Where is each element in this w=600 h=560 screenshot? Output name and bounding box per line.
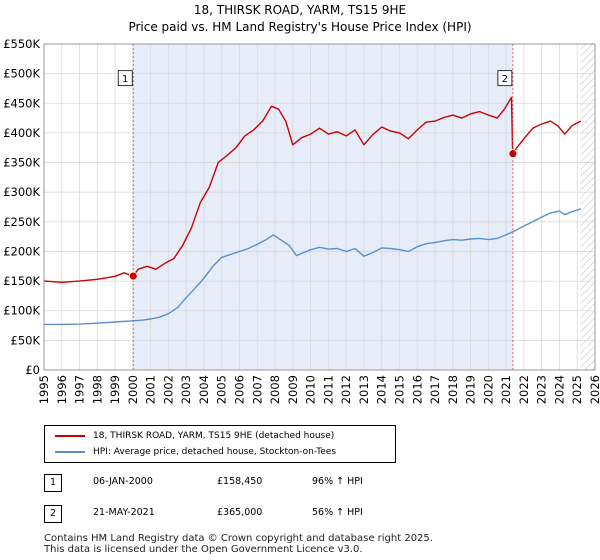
x-tick-label: 2007 (250, 375, 264, 404)
x-tick-label: 2001 (144, 375, 158, 404)
x-tick-label: 2011 (321, 375, 335, 404)
transaction-hpi: 96% ↑ HPI (312, 476, 363, 487)
y-tick-label: £50K (11, 333, 41, 347)
x-tick-label: 2021 (499, 375, 513, 404)
footer-line-1: Contains HM Land Registry data © Crown c… (44, 533, 433, 544)
series-line-hpi (44, 208, 582, 326)
transaction-date: 21-MAY-2021 (93, 507, 155, 518)
forecast-hatch (580, 44, 595, 370)
series-line-property (44, 96, 582, 283)
plot-frame (43, 43, 596, 371)
y-tick-label: £100K (3, 304, 40, 318)
y-tick-label: £450K (3, 96, 40, 110)
footer-line-2: This data is licensed under the Open Gov… (44, 544, 363, 555)
sale-point (508, 149, 518, 159)
x-tick-label: 2016 (410, 375, 424, 404)
x-tick-label: 2020 (481, 375, 495, 404)
sale-marker-box (117, 70, 133, 87)
x-tick-label: 1999 (108, 375, 122, 404)
legend-swatch-hpi (55, 451, 85, 453)
x-tick-label: 2005 (215, 375, 229, 404)
y-tick-label: £150K (3, 274, 40, 288)
x-tick-label: 2000 (126, 375, 140, 404)
legend: 18, THIRSK ROAD, YARM, TS15 9HE (detache… (44, 425, 396, 463)
legend-label-hpi: HPI: Average price, detached house, Stoc… (93, 447, 337, 457)
x-tick-label: 2003 (179, 375, 193, 404)
y-tick-label: £300K (3, 185, 40, 199)
chart-title: 18, THIRSK ROAD, YARM, TS15 9HE (193, 3, 407, 17)
x-tick-label: 2023 (535, 375, 549, 404)
x-tick-label: 2013 (357, 375, 371, 404)
transaction-price: £365,000 (217, 507, 263, 518)
legend-swatch-property (55, 435, 85, 437)
x-tick-label: 2015 (392, 375, 406, 404)
y-tick-label: £350K (3, 156, 40, 170)
chart-subtitle: Price paid vs. HM Land Registry's House … (128, 20, 472, 34)
transaction-badge: 1 (44, 474, 62, 492)
x-tick-label: 1997 (73, 375, 87, 404)
x-tick-label: 1998 (90, 375, 104, 404)
y-tick-label: £0 (25, 363, 40, 377)
sale-marker-label: 1 (122, 74, 128, 85)
x-tick-label: 2010 (304, 375, 318, 404)
legend-label-property: 18, THIRSK ROAD, YARM, TS15 9HE (detache… (93, 431, 335, 441)
shaded-period (133, 44, 513, 370)
x-tick-label: 2022 (517, 375, 531, 404)
y-tick-label: £550K (3, 37, 40, 51)
x-tick-label: 1996 (55, 375, 69, 404)
x-tick-label: 2018 (446, 375, 460, 404)
x-tick-label: 2009 (286, 375, 300, 404)
x-tick-label: 2026 (588, 375, 600, 404)
x-tick-label: 2024 (552, 375, 566, 404)
x-tick-label: 2004 (197, 375, 211, 404)
sale-marker-label: 2 (502, 74, 508, 85)
footer: Contains HM Land Registry data © Crown c… (44, 533, 433, 555)
x-tick-label: 2012 (339, 375, 353, 404)
x-tick-label: 1995 (37, 375, 51, 404)
y-tick-label: £500K (3, 67, 40, 81)
x-tick-label: 2006 (233, 375, 247, 404)
sale-marker-box (497, 70, 513, 87)
x-tick-label: 2014 (375, 375, 389, 404)
x-tick-label: 2008 (268, 375, 282, 404)
x-tick-label: 2002 (161, 375, 175, 404)
y-tick-label: £200K (3, 244, 40, 258)
transaction-date: 06-JAN-2000 (93, 476, 153, 487)
transaction-price: £158,450 (217, 476, 263, 487)
y-tick-label: £400K (3, 126, 40, 140)
y-tick-label: £250K (3, 215, 40, 229)
x-tick-label: 2025 (570, 375, 584, 404)
x-tick-label: 2017 (428, 375, 442, 404)
transaction-hpi: 56% ↑ HPI (312, 507, 363, 518)
price-chart: £0 £50K £100K £150K £200K £250K £300K £350K £400… (3, 37, 600, 404)
transaction-badge: 2 (44, 505, 62, 523)
legend-item-property: 18, THIRSK ROAD, YARM, TS15 9HE (detache… (55, 429, 334, 443)
legend-item-hpi: HPI: Average price, detached house, Stoc… (55, 445, 336, 459)
sale-point (128, 271, 138, 281)
x-tick-label: 2019 (464, 375, 478, 404)
